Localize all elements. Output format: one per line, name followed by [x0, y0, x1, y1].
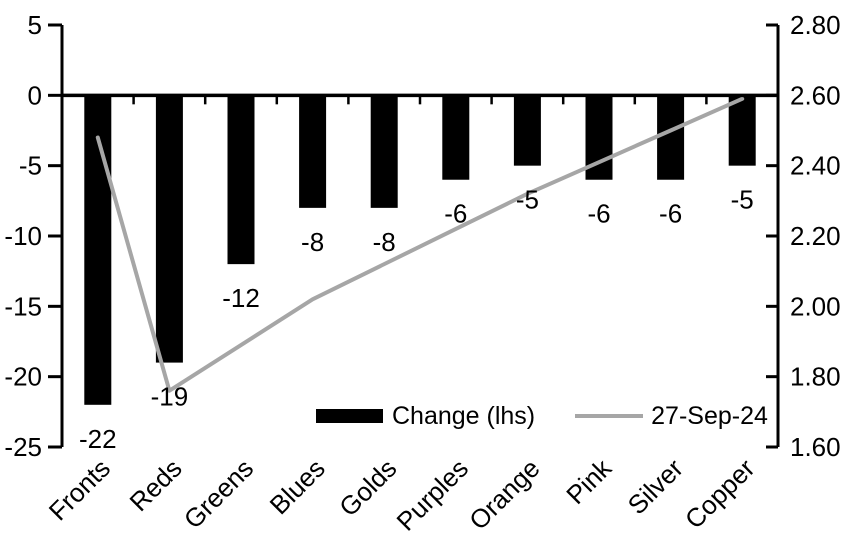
bar-value-label: -22	[79, 424, 117, 454]
bar-value-label: -5	[516, 185, 539, 215]
category-label-silver: Silver	[622, 453, 689, 520]
chart-legend: Change (lhs) 27-Sep-24	[316, 402, 768, 430]
bar-value-label: -6	[444, 199, 467, 229]
category-label-reds: Reds	[124, 453, 188, 517]
left-axis-tick-label: -20	[4, 362, 42, 392]
bar-value-label: -19	[151, 382, 189, 412]
bar-silver	[657, 95, 685, 180]
category-label-fronts: Fronts	[43, 453, 116, 526]
legend-bar-label: Change (lhs)	[392, 402, 536, 430]
legend-line-swatch-icon	[575, 414, 644, 418]
bar-greens	[227, 95, 255, 265]
bar-value-label: -12	[222, 283, 260, 313]
bar-value-label: -8	[301, 227, 324, 257]
left-axis-tick-label: 5	[28, 10, 42, 40]
right-axis-tick-label: 2.80	[790, 10, 841, 40]
category-label-copper: Copper	[679, 453, 761, 535]
left-axis-tick-label: -25	[4, 432, 42, 462]
bar-value-label: -6	[587, 199, 610, 229]
bar-value-label: -6	[659, 199, 682, 229]
category-label-golds: Golds	[333, 453, 402, 522]
bar-golds	[370, 95, 398, 208]
left-axis-tick-label: 0	[28, 80, 42, 110]
right-axis-tick-label: 2.20	[790, 221, 841, 251]
bar-fronts	[84, 95, 112, 405]
bar-reds	[155, 95, 183, 363]
legend-line-label: 27-Sep-24	[651, 402, 768, 430]
right-axis-tick-label: 2.60	[790, 80, 841, 110]
category-label-blues: Blues	[264, 453, 331, 520]
bar-purples	[442, 95, 470, 180]
right-axis-tick-label: 1.80	[790, 362, 841, 392]
bar-orange	[513, 95, 541, 166]
category-label-pink: Pink	[560, 452, 618, 510]
bar-blues	[299, 95, 327, 208]
bar-value-label: -8	[373, 227, 396, 257]
left-axis-tick-label: -5	[19, 151, 42, 181]
right-axis-tick-label: 2.40	[790, 151, 841, 181]
right-axis-tick-label: 2.00	[790, 291, 841, 321]
line-series	[95, 96, 745, 393]
category-label-orange: Orange	[463, 453, 546, 536]
right-axis-tick-label: 1.60	[790, 432, 841, 462]
legend-bar-swatch-icon	[316, 409, 383, 423]
bar-copper	[728, 95, 756, 166]
category-label-purples: Purples	[390, 453, 474, 537]
left-axis-tick-label: -15	[4, 291, 42, 321]
bar-value-label: -5	[731, 185, 754, 215]
left-axis-tick-label: -10	[4, 221, 42, 251]
category-label-greens: Greens	[178, 453, 260, 535]
